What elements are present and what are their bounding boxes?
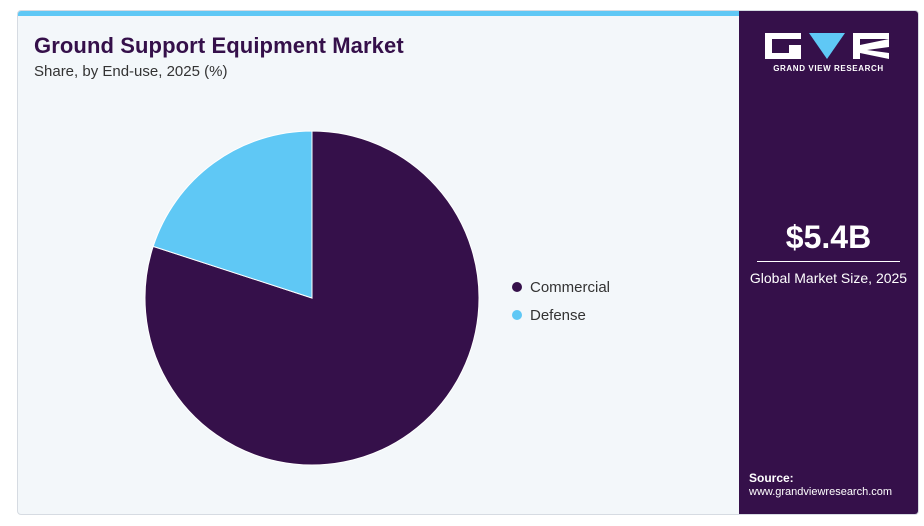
legend-label-commercial: Commercial [530,278,611,296]
chart-subtitle: Share, by End-use, 2025 (%) [34,63,228,80]
sidebar-panel: GRAND VIEW RESEARCH $5.4B Global Market … [739,11,918,514]
source-label: Source: [749,471,794,485]
pie-slice-commercial [144,130,480,466]
grand-view-research-logo [765,33,889,59]
chart-title: Ground Support Equipment Market [34,33,404,58]
market-size-value: $5.4B [785,219,872,255]
legend-swatch-defense [512,310,522,320]
source-link[interactable]: www.grandviewresearch.com [749,486,893,498]
legend-label-defense: Defense [530,306,586,324]
market-size-divider [757,261,900,262]
pie-slice-defense [152,130,313,299]
accent-bar [18,11,739,16]
infographic-card: Ground Support Equipment Market Share, b… [17,10,919,515]
market-size-label: Global Market Size, 2025 [749,270,908,286]
legend-item-defense: Defense [512,301,610,329]
pie-chart [144,130,480,466]
legend-item-commercial: Commercial [512,273,610,301]
chart-legend: Commercial Defense [512,273,610,329]
brand-name: GRAND VIEW RESEARCH [773,64,884,73]
legend-swatch-commercial [512,282,522,292]
chart-panel: Ground Support Equipment Market Share, b… [18,11,739,514]
